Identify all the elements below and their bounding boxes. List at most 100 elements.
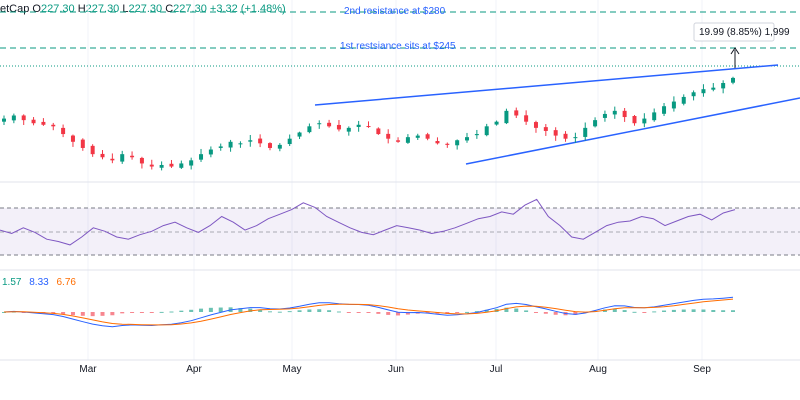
macd-hist-bar: [139, 312, 144, 313]
macd-hist-bar: [474, 311, 479, 313]
candle-body: [110, 158, 115, 161]
macd-hist-bar: [652, 311, 657, 313]
candle-body: [681, 96, 686, 104]
candle-body: [267, 143, 272, 148]
candle-body: [533, 122, 538, 128]
macd-hist-bar: [632, 311, 637, 313]
candle-body: [139, 157, 144, 164]
candle-body: [21, 115, 26, 121]
macd-hist-bar: [297, 310, 302, 312]
candle-body: [149, 164, 154, 167]
candle-body: [31, 119, 36, 124]
macd-hist-bar: [149, 312, 154, 313]
macd-hist-bar: [573, 312, 578, 315]
candle-body: [346, 127, 351, 132]
macd-hist-bar: [662, 310, 667, 312]
x-tick-label: Sep: [693, 364, 711, 375]
candle-body: [169, 163, 174, 167]
candle-body: [701, 89, 706, 94]
macd-hist-bar: [465, 311, 470, 313]
candle-body: [504, 110, 509, 124]
macd-hist-bar: [100, 312, 105, 316]
candle-body: [583, 127, 588, 137]
candle-body: [642, 118, 647, 124]
macd-hist-bar: [189, 309, 194, 312]
candle-body: [11, 115, 16, 121]
resistance-1-label: 1st restsiance sits at $245: [340, 41, 456, 52]
x-axis: Mar Apr May Jun Jul Aug Sep: [79, 364, 711, 375]
macd-hist-bar: [51, 312, 56, 314]
x-tick-label: Apr: [186, 364, 202, 375]
candle-body: [731, 77, 735, 83]
candle-body: [287, 138, 292, 145]
measure-label: 19.99 (8.85%) 1,999: [699, 27, 790, 38]
close-label: C: [165, 3, 174, 15]
candle-body: [671, 101, 676, 109]
candle-body: [80, 139, 85, 148]
macd-hist-bar: [327, 310, 332, 312]
macd-hist-bar: [248, 308, 253, 312]
candle-body: [61, 127, 66, 135]
candle-body: [455, 140, 460, 146]
candle-body: [543, 127, 548, 131]
resistance-2-label: 2nd resistance at $280: [344, 6, 446, 17]
macd-hist-bar: [455, 312, 460, 313]
signal-line: [3, 298, 734, 326]
macd-hist-bar: [396, 312, 401, 316]
macd-hist-bar: [267, 311, 272, 313]
candle-body: [386, 133, 391, 139]
macd-panel: [2, 296, 735, 328]
macd-hist-value: 1.57: [2, 277, 22, 288]
candle-body: [593, 120, 598, 127]
candle-body: [277, 144, 282, 149]
low-label: L: [122, 3, 129, 15]
macd-hist-bar: [159, 311, 164, 313]
candle-body: [376, 128, 381, 135]
measure-callout: 19.99 (8.85%) 1,999: [693, 22, 790, 68]
candle-body: [612, 110, 617, 115]
macd-hist-bar: [622, 310, 627, 312]
candle-body: [366, 126, 371, 128]
macd-hist-bar: [701, 309, 706, 312]
macd-hist-bar: [405, 312, 410, 315]
open-label: O: [32, 3, 41, 15]
macd-histogram: [2, 307, 735, 317]
candle-body: [524, 115, 529, 122]
macd-hist-bar: [671, 309, 676, 312]
candle-body: [248, 140, 253, 142]
candle-body: [553, 130, 558, 136]
macd-hist-bar: [504, 307, 509, 312]
macd-hist-bar: [2, 312, 6, 313]
macd-hist-bar: [386, 312, 391, 315]
candle-body: [317, 123, 322, 125]
macd-hist-bar: [711, 310, 716, 312]
candle-body: [662, 106, 667, 114]
x-tick-label: Mar: [79, 364, 97, 375]
open-value: 227.30: [40, 3, 75, 15]
measure-box: [693, 22, 775, 42]
macd-signal-value: 6.76: [56, 277, 76, 288]
macd-hist-bar: [179, 310, 184, 312]
candle-body: [120, 154, 125, 162]
candle-body: [711, 87, 716, 90]
candle-body: [465, 137, 470, 141]
candle-body: [514, 110, 519, 116]
candle-body: [41, 121, 46, 125]
macd-hist-bar: [208, 307, 213, 312]
rsi-panel: [0, 198, 800, 256]
macd-hist-bar: [287, 311, 292, 313]
macd-hist-bar: [277, 311, 282, 313]
candle-body: [228, 141, 233, 148]
candle-body: [238, 143, 243, 145]
candle-body: [405, 137, 410, 143]
macd-hist-bar: [238, 308, 243, 312]
macd-hist-bar: [553, 312, 558, 315]
macd-hist-bar: [691, 309, 696, 312]
candle-body: [90, 145, 95, 155]
macd-hist-bar: [366, 312, 371, 313]
candle-body: [622, 110, 627, 118]
candle-body: [327, 122, 332, 127]
macd-hist-bar: [120, 312, 125, 314]
macd-hist-bar: [731, 310, 735, 312]
